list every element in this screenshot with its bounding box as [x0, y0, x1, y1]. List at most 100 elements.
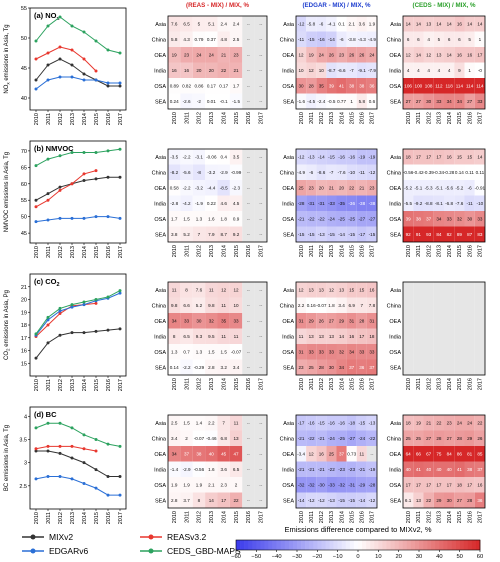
x-tick-label: 2014: [82, 113, 88, 125]
cell-value: 28: [359, 318, 365, 323]
heatmap-cell: [433, 492, 444, 508]
heatmap-cell: [464, 430, 475, 446]
heatmap-cell: [326, 359, 337, 375]
cell-value: -21: [318, 436, 325, 441]
cell-value: 11: [221, 334, 226, 339]
cell-value: 85: [477, 451, 483, 456]
cell-value: 1.7: [171, 216, 178, 221]
heatmap-cell: [474, 461, 485, 477]
row-label: Asia: [390, 155, 402, 161]
cell-value: 2.5: [233, 37, 240, 42]
row-label: OSA: [389, 350, 401, 356]
y-tick-label: 19: [21, 310, 27, 316]
heatmap-cell: [474, 446, 485, 462]
heatmap-cell: [205, 16, 218, 32]
cell-value: 0.14: [455, 170, 464, 175]
cell-value: 9.8: [208, 303, 215, 308]
heatmap-cell: [403, 149, 414, 165]
heatmap-cell: [168, 415, 181, 431]
heatmap-cell: [336, 47, 347, 63]
cell-value: -2.4: [317, 99, 325, 104]
heatmap-year-label: 2011: [184, 245, 190, 257]
series-point: [82, 57, 86, 61]
cell-value: -15: [338, 498, 345, 503]
cell-value: 1.5: [220, 349, 227, 354]
heatmap-cell: [229, 78, 243, 94]
row-label: China: [387, 303, 402, 309]
x-tick-label: 2012: [58, 246, 64, 258]
series-point: [106, 475, 110, 479]
heatmap-cell: [444, 16, 455, 32]
heatmap-cell: [217, 164, 230, 180]
series-point: [46, 157, 50, 161]
series-point: [106, 149, 110, 153]
cell-value: 39: [329, 83, 335, 88]
cell-value: 16: [172, 68, 178, 73]
heatmap-year-label: 2012: [319, 245, 325, 257]
cell-value: -0.56: [403, 170, 414, 175]
cell-value: -8.1: [435, 201, 443, 206]
heatmap-cell: [180, 477, 193, 493]
cell-empty-marker: --: [259, 287, 263, 292]
y-tick-label: 18: [21, 323, 27, 329]
colorbar-step: [345, 540, 351, 550]
heatmap-cell: [192, 78, 206, 94]
heatmap-year-label: 2014: [447, 378, 453, 390]
y-axis-label: BC emissions in Asia, Tg: [4, 425, 10, 491]
cell-value: -28: [298, 201, 305, 206]
colorbar-step: [292, 540, 298, 550]
heatmap-cell: [433, 328, 444, 344]
colorbar-step: [435, 540, 440, 550]
cell-value: 30: [447, 498, 453, 503]
cell-value: 87: [467, 232, 473, 237]
cell-value: 14: [339, 334, 345, 339]
cell-value: -5.6: [445, 185, 453, 190]
heatmap-cell: [306, 180, 317, 196]
heatmap-cell: [454, 344, 465, 360]
cell-value: 15: [359, 287, 365, 292]
heatmap-year-label: 2011: [416, 112, 422, 124]
heatmap-cell: [205, 461, 218, 477]
heatmap-cell: [366, 180, 377, 196]
heatmap-cell: [464, 477, 475, 493]
heatmap-cell: [336, 149, 347, 165]
row-label: SEA: [155, 232, 166, 238]
heatmap-cell: [423, 492, 434, 508]
heatmap-cell: [168, 31, 181, 47]
row-label: India: [389, 467, 402, 473]
cell-value: 38: [196, 451, 202, 456]
series-point: [34, 426, 38, 430]
heatmap-cell: [444, 477, 455, 493]
heatmap-cell: [444, 180, 455, 196]
series-point: [118, 291, 122, 295]
heatmap-cell: [205, 47, 218, 63]
heatmap-cell: [346, 62, 357, 78]
heatmap-year-label: 2017: [259, 378, 265, 390]
heatmap-cell: [336, 195, 347, 211]
cell-value: 5.8: [359, 99, 366, 104]
legend-label-edgar: EDGARv6: [49, 546, 88, 556]
cell-value: -2.9: [220, 170, 228, 175]
cell-empty-marker: --: [259, 170, 263, 175]
heatmap-cell: [403, 226, 414, 242]
heatmap-cell: [423, 31, 434, 47]
heatmap-cell: [356, 195, 367, 211]
heatmap-cell: [413, 180, 424, 196]
cell-value: -24: [328, 216, 335, 221]
series-point: [34, 164, 38, 168]
cell-value: 1.8: [220, 216, 227, 221]
row-label: OEA: [154, 186, 166, 192]
series-point: [46, 475, 50, 479]
series-point: [106, 48, 110, 52]
heatmap-cell: [474, 415, 485, 431]
heatmap-year-label: 2016: [467, 245, 473, 257]
heatmap-cell: [346, 180, 357, 196]
cell-empty-marker: --: [247, 482, 251, 487]
cell-value: 12: [309, 451, 315, 456]
cell-value: -11: [298, 37, 305, 42]
series-point: [118, 216, 122, 220]
colorbar-step: [325, 540, 330, 550]
row-label: China: [387, 436, 402, 442]
heatmap-cell: [423, 477, 434, 493]
heatmap-reas: (REAS - MIX) / MIX, %Asia 7.6 6.5 5 5.1 2.4 2.…: [152, 2, 268, 124]
